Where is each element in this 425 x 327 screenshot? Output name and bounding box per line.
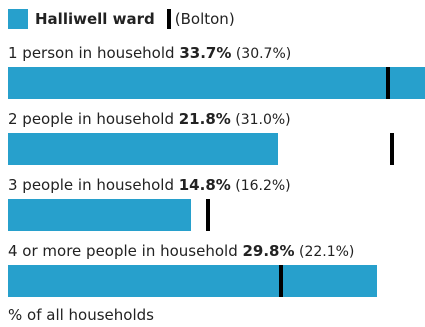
legend-comparison-label: (Bolton) — [174, 10, 235, 28]
bar — [8, 199, 191, 231]
row-label: 2 people in household 21.8% (31.0%) — [8, 110, 291, 128]
comparison-value-label: (22.1%) — [294, 244, 355, 260]
comparison-value-label: (30.7%) — [231, 46, 292, 62]
comparison-marker — [390, 133, 394, 165]
axis-label: % of all households — [8, 306, 154, 324]
comparison-marker — [279, 265, 283, 297]
bar — [8, 67, 425, 99]
value-label: 29.8% — [242, 242, 295, 260]
legend-area-swatch — [8, 9, 28, 29]
category-label: 1 person in household — [8, 44, 180, 62]
row-label: 1 person in household 33.7% (30.7%) — [8, 44, 291, 62]
bar — [8, 265, 377, 297]
category-label: 4 or more people in household — [8, 242, 243, 260]
comparison-value-label: (31.0%) — [230, 112, 291, 128]
legend-comparison-marker — [166, 9, 171, 29]
value-label: 21.8% — [178, 110, 231, 128]
row-label: 4 or more people in household 29.8% (22.… — [8, 242, 354, 260]
bar — [8, 133, 278, 165]
category-label: 2 people in household — [8, 110, 179, 128]
row-label: 3 people in household 14.8% (16.2%) — [8, 176, 291, 194]
category-label: 3 people in household — [8, 176, 179, 194]
legend: Halliwell ward (Bolton) — [8, 8, 235, 30]
legend-area-label: Halliwell ward — [35, 10, 155, 28]
comparison-marker — [386, 67, 390, 99]
comparison-marker — [206, 199, 210, 231]
value-label: 14.8% — [178, 176, 231, 194]
comparison-value-label: (16.2%) — [230, 178, 291, 194]
value-label: 33.7% — [179, 44, 232, 62]
